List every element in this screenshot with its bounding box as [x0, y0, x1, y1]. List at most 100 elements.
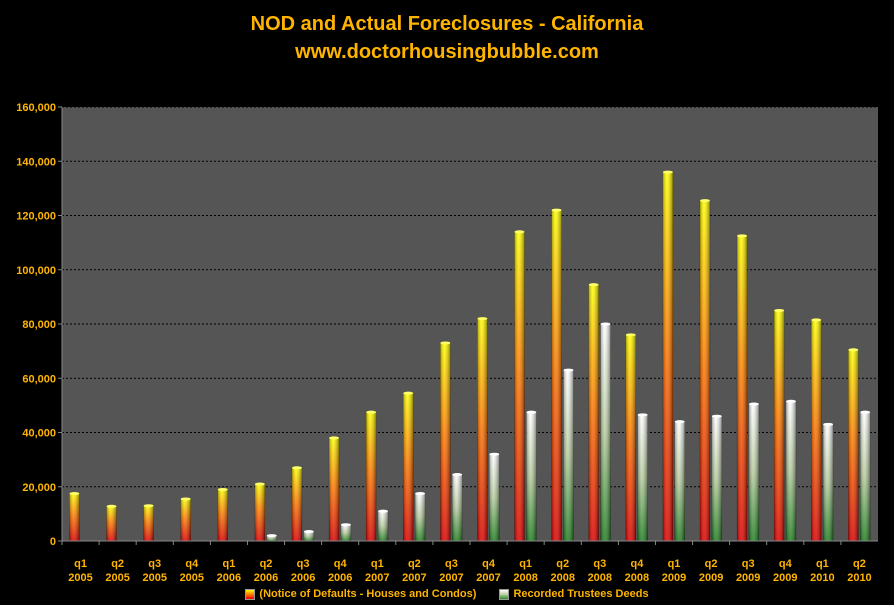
bar-trustees-deeds-cap [674, 420, 685, 424]
x-tick-label-year: 2009 [699, 572, 723, 584]
bar-nod-cap [477, 317, 488, 321]
legend: (Notice of Defaults - Houses and Condos)… [0, 588, 894, 603]
bar-nod-cap [848, 348, 859, 352]
x-tick-label-year: 2007 [476, 572, 500, 584]
x-tick-label-year: 2007 [365, 572, 389, 584]
x-tick-label-quarter: q1 [222, 558, 235, 570]
x-tick-label-quarter: q3 [742, 558, 755, 570]
bar-trustees-deeds-shade [303, 531, 314, 541]
x-tick-label-quarter: q1 [371, 558, 384, 570]
bar-trustees-deeds-shade [823, 424, 834, 541]
x-tick-label-quarter: q1 [74, 558, 87, 570]
bar-trustees-deeds-cap [489, 452, 500, 456]
x-tick-label-year: 2009 [773, 572, 797, 584]
x-tick-label-year: 2006 [254, 572, 278, 584]
bar-trustees-deeds-cap [600, 322, 611, 326]
bar-nod-cap [440, 341, 451, 345]
bar-nod-shade [366, 412, 377, 541]
x-tick-label-quarter: q3 [593, 558, 606, 570]
x-tick-label-quarter: q4 [334, 558, 348, 570]
bar-nod-shade [329, 437, 340, 541]
x-tick-label-year: 2006 [291, 572, 315, 584]
bar-trustees-deeds-shade [378, 511, 389, 541]
x-tick-label-year: 2005 [142, 572, 166, 584]
bar-nod-shade [811, 319, 822, 541]
bar-trustees-deeds-cap [303, 530, 314, 534]
x-tick-label-quarter: q4 [185, 558, 199, 570]
bar-trustees-deeds-cap [711, 414, 722, 418]
bar-trustees-deeds-shade [748, 404, 759, 541]
y-tick-label: 100,000 [16, 265, 56, 277]
bar-nod-cap [180, 497, 191, 501]
x-tick-label-year: 2005 [180, 572, 204, 584]
bar-nod-shade [514, 231, 525, 541]
bar-nod-shade [254, 484, 265, 541]
bar-nod-cap [217, 487, 228, 491]
bar-nod-shade [403, 393, 414, 541]
bar-trustees-deeds-shade [526, 412, 537, 541]
x-tick-label-quarter: q3 [445, 558, 458, 570]
x-tick-label-year: 2007 [402, 572, 426, 584]
x-tick-label-year: 2008 [625, 572, 649, 584]
bar-nod-shade [143, 505, 154, 541]
x-tick-label-year: 2005 [105, 572, 129, 584]
bar-trustees-deeds-shade [860, 412, 871, 541]
bar-trustees-deeds-cap [378, 509, 389, 513]
y-tick-label: 140,000 [16, 156, 56, 168]
bar-nod-shade [291, 467, 302, 541]
x-tick-label-quarter: q2 [111, 558, 124, 570]
x-tick-label-year: 2008 [588, 572, 612, 584]
x-tick-label-quarter: q3 [148, 558, 161, 570]
bar-nod-cap [625, 333, 636, 337]
bar-nod-shade [180, 498, 191, 541]
chart-title: NOD and Actual Foreclosures - California [250, 13, 644, 35]
bar-nod-cap [774, 308, 785, 312]
x-tick-label-year: 2009 [736, 572, 760, 584]
y-tick-label: 80,000 [22, 319, 56, 331]
bar-nod-shade [477, 318, 488, 541]
y-tick-label: 160,000 [16, 102, 56, 114]
bar-trustees-deeds-cap [748, 402, 759, 406]
bar-trustees-deeds-shade [415, 493, 426, 541]
y-tick-label: 60,000 [22, 373, 56, 385]
bar-nod-cap [662, 170, 673, 174]
y-tick-label: 0 [50, 536, 56, 548]
bar-nod-shade [625, 334, 636, 541]
x-tick-label-quarter: q2 [260, 558, 273, 570]
x-tick-label-quarter: q4 [779, 558, 793, 570]
bar-trustees-deeds-shade [489, 454, 500, 541]
bar-nod-cap [143, 504, 154, 508]
bar-nod-cap [106, 504, 117, 508]
bar-nod-shade [848, 349, 859, 541]
bar-nod-shade [440, 342, 451, 541]
x-tick-label-quarter: q4 [482, 558, 496, 570]
bar-nod-shade [217, 489, 228, 541]
y-tick-label: 120,000 [16, 211, 56, 223]
x-tick-label-quarter: q2 [853, 558, 866, 570]
bar-trustees-deeds-cap [452, 473, 463, 477]
bar-nod-cap [69, 492, 80, 496]
x-tick-label-quarter: q2 [408, 558, 421, 570]
legend-label-deeds: Recorded Trustees Deeds [513, 588, 649, 600]
bar-trustees-deeds-cap [266, 534, 277, 538]
bar-nod-cap [811, 318, 822, 322]
x-tick-label-year: 2008 [513, 572, 537, 584]
bar-trustees-deeds-shade [600, 324, 611, 541]
legend-item-deeds: Recorded Trustees Deeds [499, 588, 649, 600]
bar-nod-shade [551, 210, 562, 541]
bar-trustees-deeds-shade [711, 416, 722, 541]
legend-label-nod: (Notice of Defaults - Houses and Condos) [259, 588, 477, 600]
x-tick-label-year: 2009 [662, 572, 686, 584]
x-tick-label-quarter: q4 [630, 558, 644, 570]
bar-trustees-deeds-cap [786, 399, 797, 403]
bar-trustees-deeds-shade [786, 401, 797, 541]
bar-trustees-deeds-shade [266, 535, 277, 541]
bar-trustees-deeds-cap [860, 410, 871, 414]
bar-nod-cap [588, 283, 599, 287]
chart-title-block: NOD and Actual Foreclosures - California… [0, 10, 894, 66]
bar-nod-shade [737, 235, 748, 541]
y-tick-label: 40,000 [22, 428, 56, 440]
bar-trustees-deeds-shade [340, 524, 351, 541]
x-tick-label-quarter: q2 [705, 558, 718, 570]
